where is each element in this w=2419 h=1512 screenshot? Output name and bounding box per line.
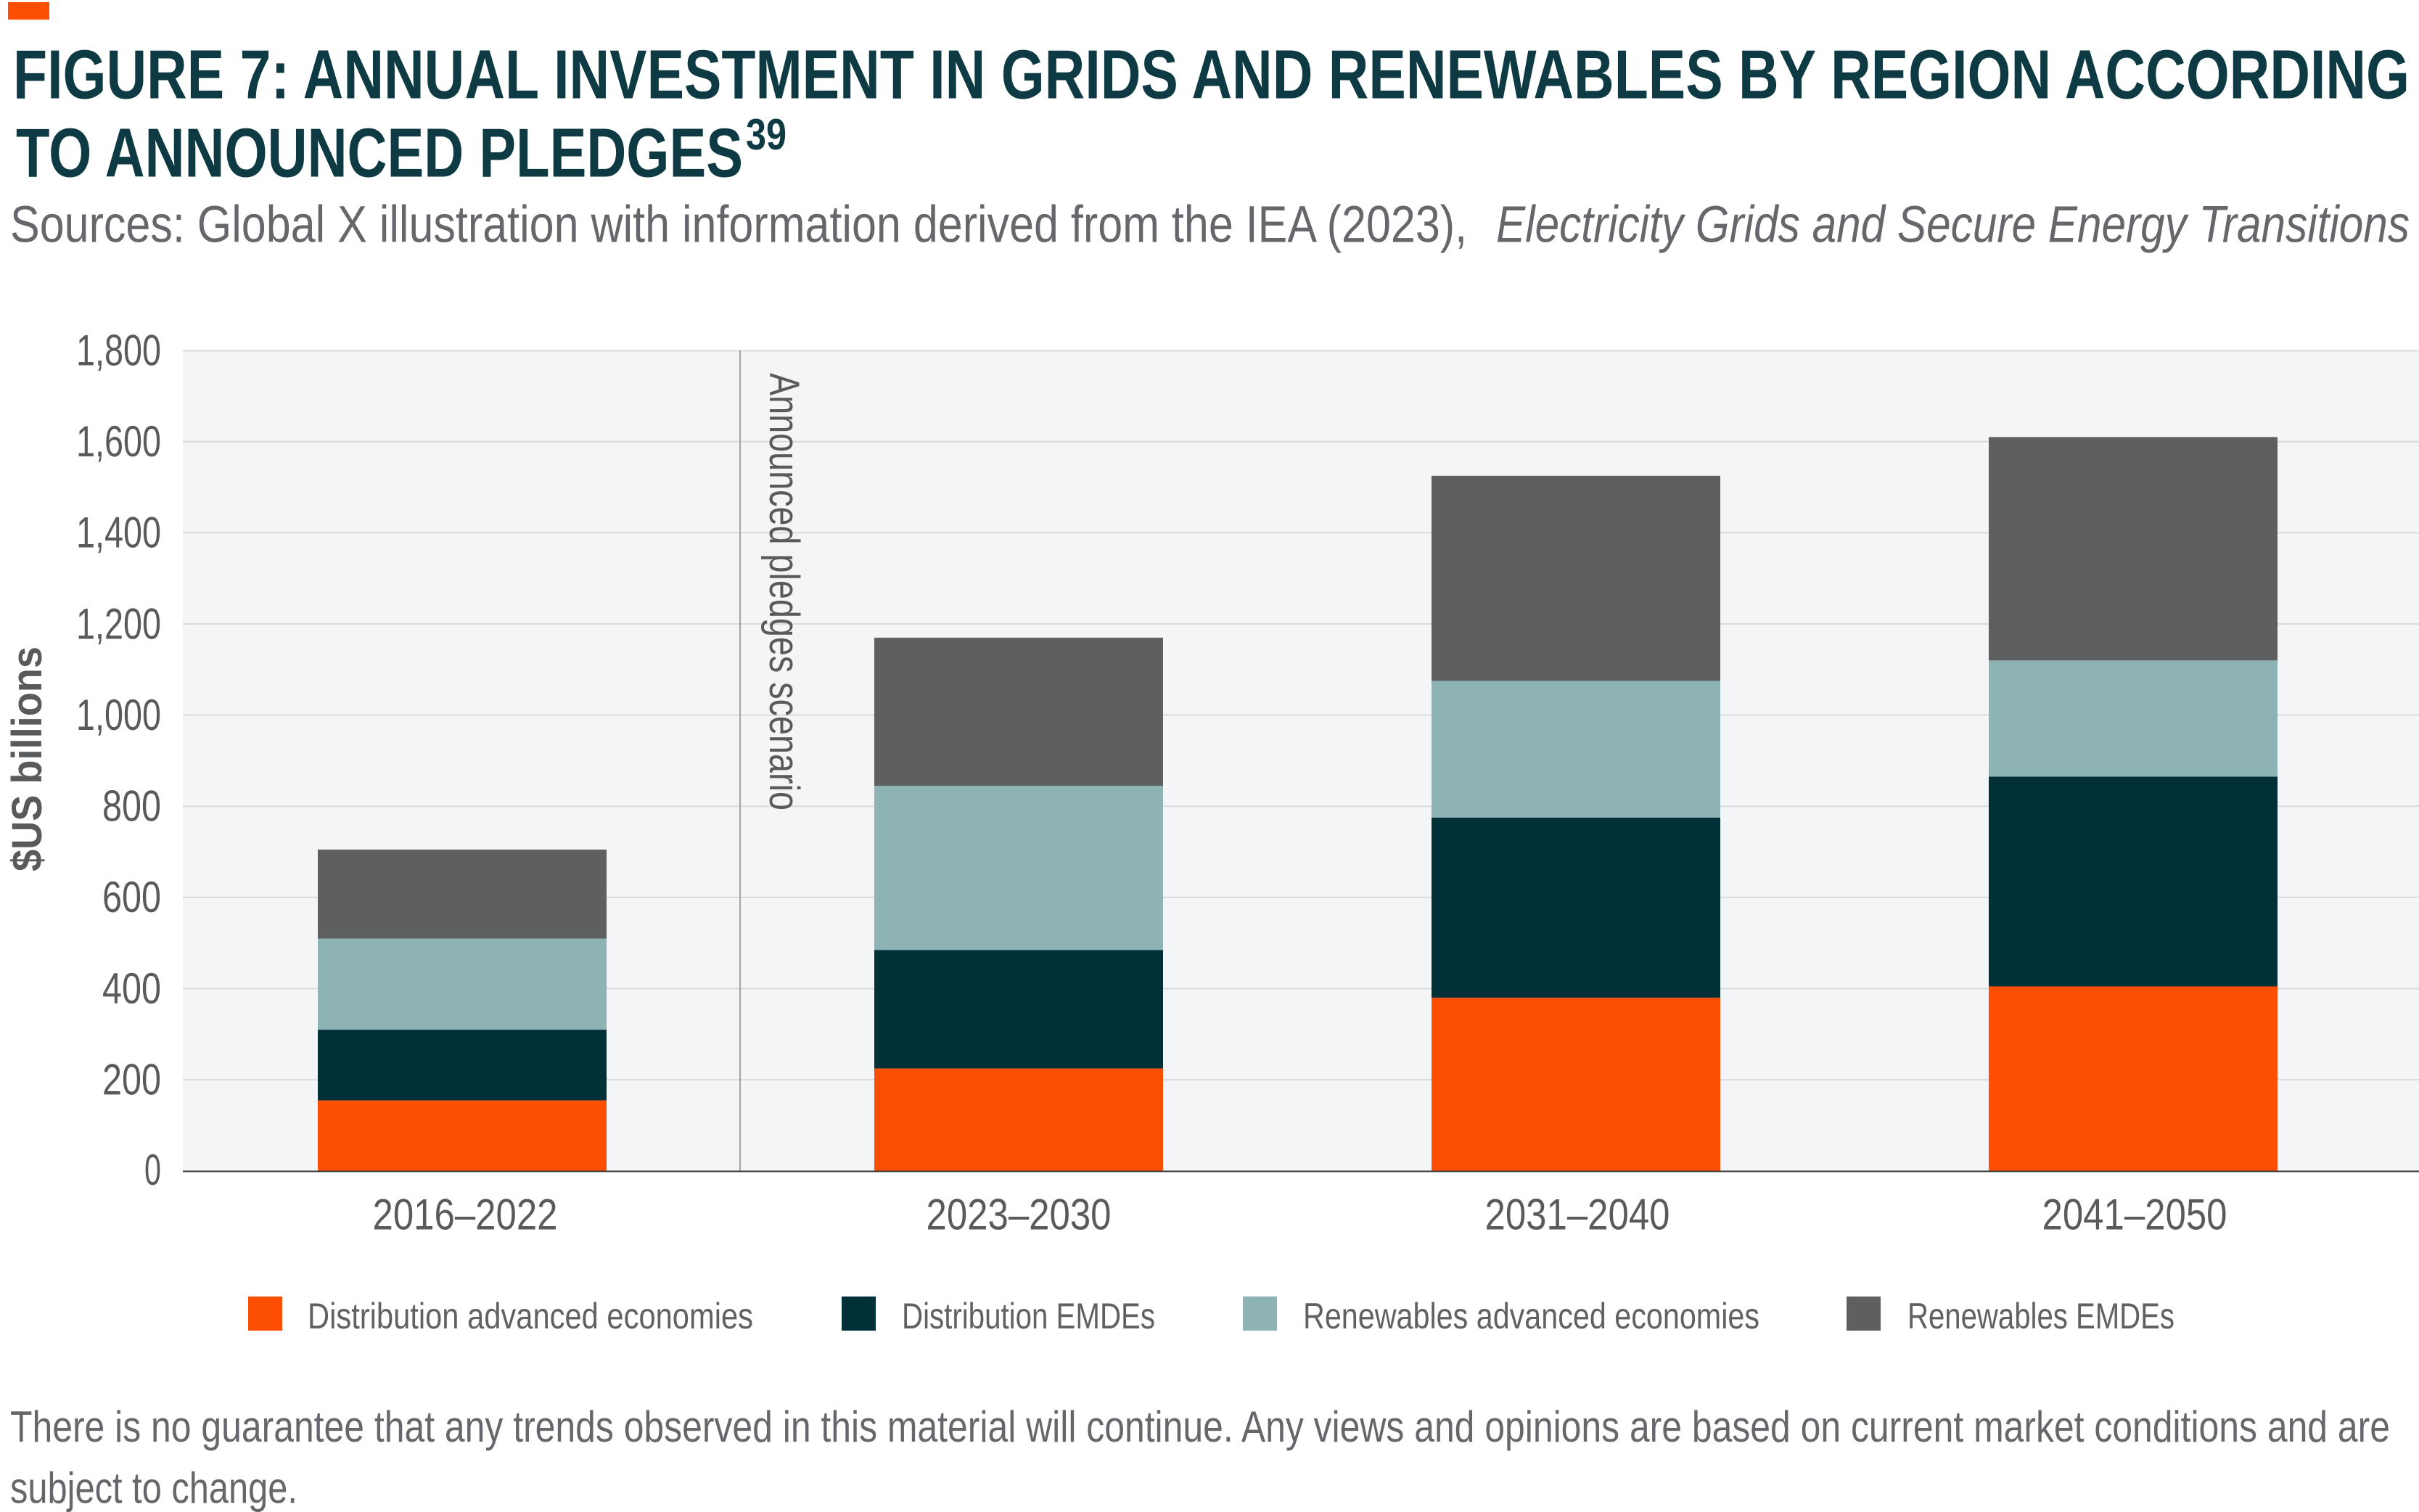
- svg-text:FIGURE 7: ANNUAL INVESTMENT IN: FIGURE 7: ANNUAL INVESTMENT IN GRIDS AND…: [13, 36, 2410, 114]
- svg-text:2041–2050: 2041–2050: [2042, 1191, 2227, 1239]
- svg-text:Distribution EMDEs: Distribution EMDEs: [902, 1296, 1155, 1336]
- svg-text:Renewables advanced economies: Renewables advanced economies: [1303, 1296, 1759, 1336]
- svg-text:There is no guarantee that any: There is no guarantee that any trends ob…: [10, 1402, 2390, 1451]
- svg-text:800: 800: [102, 782, 161, 831]
- svg-text:2031–2040: 2031–2040: [1485, 1191, 1670, 1239]
- svg-text:1,600: 1,600: [76, 417, 161, 466]
- svg-text:TO ANNOUNCED PLEDGES: TO ANNOUNCED PLEDGES: [16, 115, 743, 192]
- svg-text:200: 200: [102, 1056, 161, 1104]
- svg-text:Announced pledges scenario: Announced pledges scenario: [760, 373, 808, 810]
- svg-text:2016–2022: 2016–2022: [373, 1191, 558, 1239]
- svg-text:Renewables EMDEs: Renewables EMDEs: [1907, 1296, 2174, 1336]
- svg-text:$US billions: $US billions: [4, 646, 51, 871]
- svg-text:0: 0: [144, 1146, 161, 1194]
- svg-text:Distribution advanced economie: Distribution advanced economies: [308, 1296, 753, 1336]
- svg-text:1,400: 1,400: [76, 509, 161, 557]
- svg-text:2023–2030: 2023–2030: [927, 1191, 1112, 1239]
- svg-text:1,200: 1,200: [76, 599, 161, 648]
- svg-text:39: 39: [746, 110, 787, 159]
- svg-text:1,800: 1,800: [76, 326, 161, 374]
- svg-text:1,000: 1,000: [76, 691, 161, 739]
- svg-text:Sources: Global X illustration: Sources: Global X illustration with info…: [10, 197, 2410, 254]
- svg-text:400: 400: [102, 964, 161, 1013]
- svg-text:600: 600: [102, 873, 161, 921]
- svg-text:subject to change.: subject to change.: [10, 1463, 297, 1512]
